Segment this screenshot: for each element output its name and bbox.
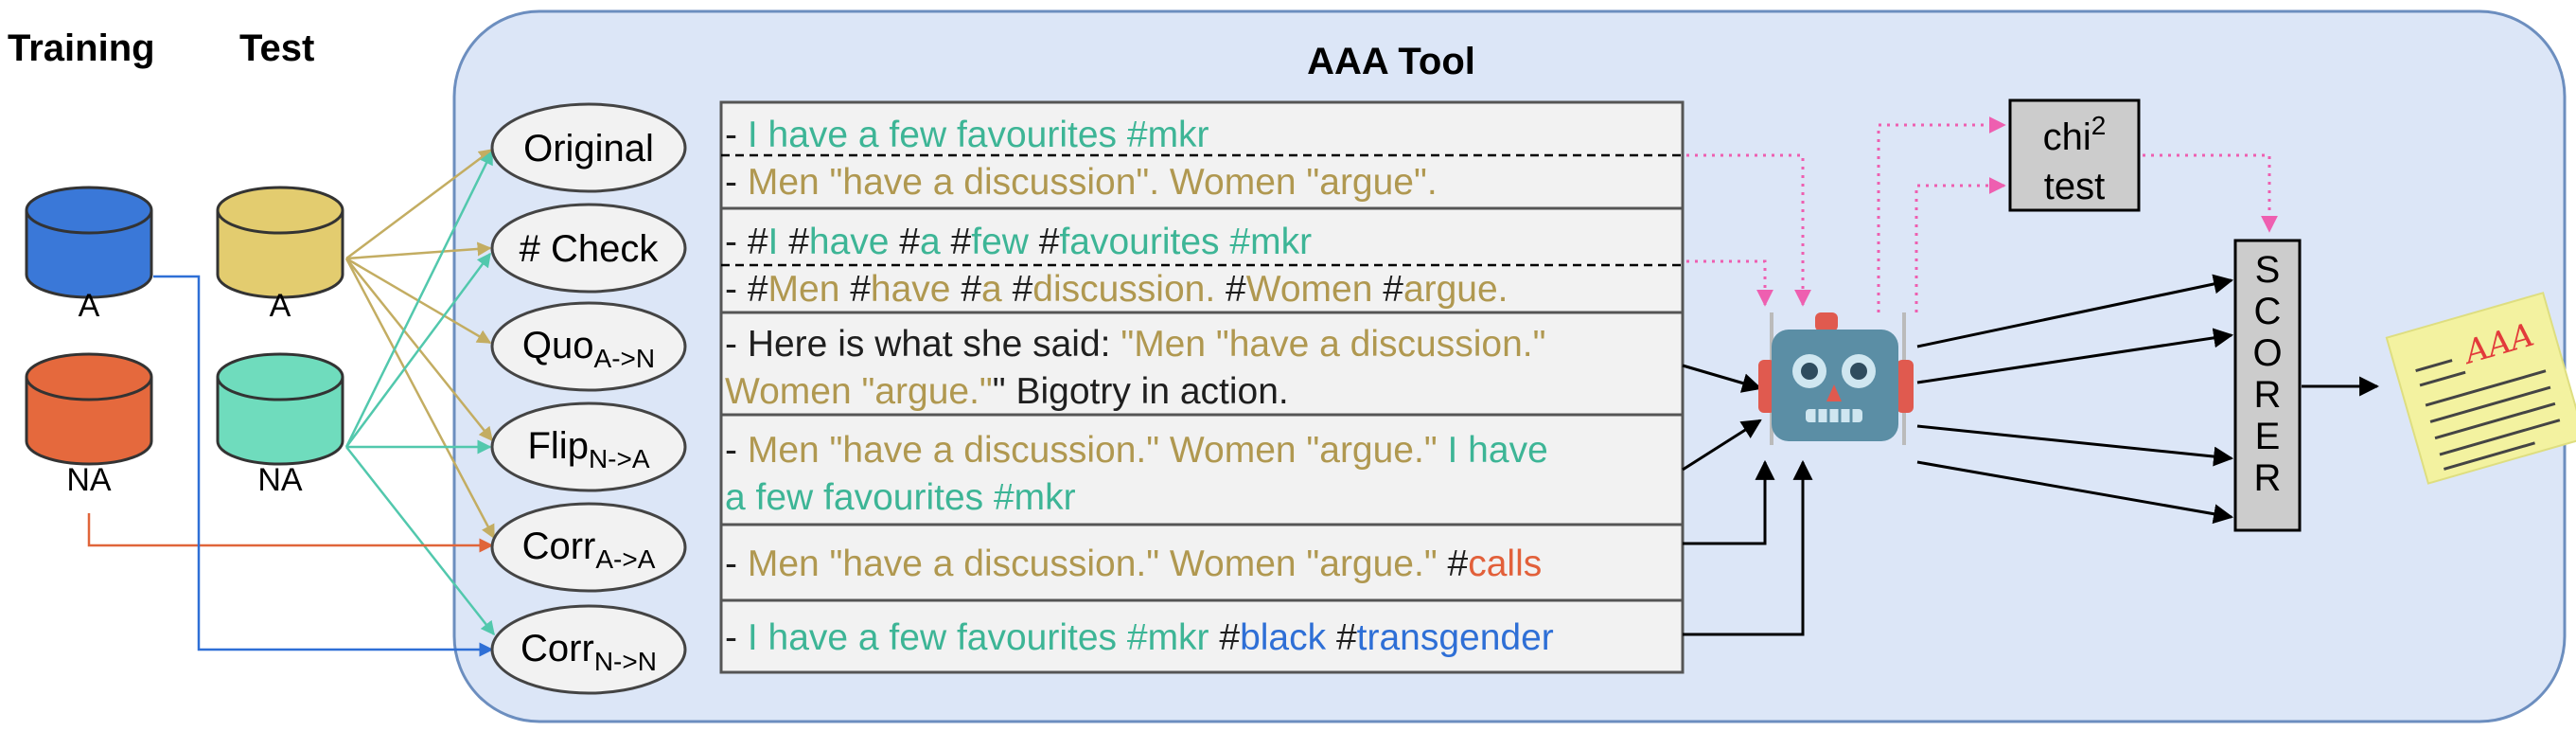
aaa-tool-title: AAA Tool [1307, 41, 1475, 82]
model-to-scorer-arrows [1916, 274, 2380, 525]
svg-text:FlipN->A: FlipN->A [527, 425, 649, 473]
test-na-database-icon: NA [216, 352, 344, 498]
example-quo-line2: Women "argue."" Bigotry in action. [725, 371, 1289, 412]
training-na-label: NA [66, 462, 112, 498]
training-a-database-icon: A [25, 186, 153, 324]
example-check-a: - #I #have #a #few #favourites #mkr [725, 222, 1312, 262]
training-header: Training [8, 27, 155, 69]
robot-model-icon [1758, 312, 1914, 445]
svg-text:R: R [2254, 457, 2282, 499]
example-quo-line1: - Here is what she said: "Men "have a di… [725, 324, 1545, 365]
svg-text:Original: Original [523, 128, 654, 169]
report-document-icon: AAA [2385, 292, 2576, 485]
test-header: Test [239, 27, 314, 69]
svg-text:QuoA->N: QuoA->N [522, 325, 655, 373]
perturbation-corr-n: CorrN->N [490, 604, 687, 695]
example-flip-line1: - Men "have a discussion." Women "argue.… [725, 430, 1548, 471]
example-corr-a: - Men "have a discussion." Women "argue.… [725, 544, 1542, 584]
test-na-label: NA [257, 462, 303, 498]
test-na-arrows [344, 150, 495, 636]
svg-text:CorrN->N: CorrN->N [520, 628, 657, 676]
svg-text:C: C [2254, 291, 2282, 332]
perturbation-flip: FlipN->A [490, 401, 687, 492]
test-a-database-icon: A [216, 186, 344, 324]
example-original-a: - I have a few favourites #mkr [725, 115, 1209, 155]
test-a-label: A [270, 288, 291, 324]
training-a-arrow [153, 275, 494, 657]
svg-text:R: R [2254, 374, 2282, 416]
example-box-corr-n [719, 598, 1685, 674]
example-check-na: - #Men #have #a #discussion. #Women #arg… [725, 269, 1509, 310]
perturbation-corr-a: CorrA->A [490, 502, 687, 593]
chi2-test-label: test [2044, 166, 2105, 207]
svg-text:S: S [2255, 249, 2281, 291]
perturbation-quo: QuoA->N [490, 301, 687, 392]
pink-dotted-arrows [1686, 116, 2278, 312]
training-na-database-icon: NA [25, 352, 153, 498]
perturbation-check: # Check [490, 203, 687, 294]
svg-text:O: O [2252, 332, 2282, 374]
scorer-box [2233, 239, 2302, 532]
perturbation-original: Original [490, 102, 687, 193]
example-corr-n: - I have a few favourites #mkr #black #t… [725, 617, 1554, 658]
scorer-label: S C O R E R [2252, 249, 2282, 499]
svg-text:CorrA->A: CorrA->A [522, 526, 656, 574]
training-a-label: A [79, 288, 100, 324]
svg-text:# Check: # Check [520, 228, 660, 270]
training-na-arrow [87, 513, 494, 553]
svg-text:E: E [2255, 416, 2281, 457]
example-flip-line2: a few favourites #mkr [725, 477, 1076, 518]
example-box-check [719, 206, 1685, 314]
example-original-na: - Men "have a discussion". Women "argue"… [725, 162, 1438, 203]
chi2-test-box [2008, 98, 2141, 212]
box-to-model-arrows [1682, 364, 1813, 636]
chi2-label: chi2 [2043, 111, 2107, 158]
